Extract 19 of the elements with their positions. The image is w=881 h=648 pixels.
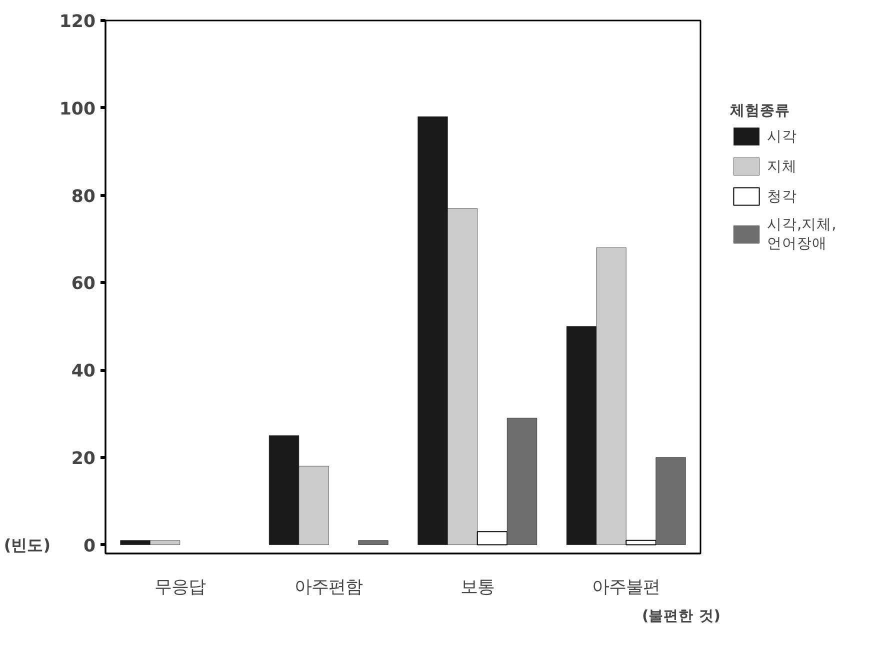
y-tick-label: 0 — [83, 536, 96, 556]
y-axis-title: (빈도) — [4, 535, 50, 554]
y-tick-label: 100 — [59, 99, 96, 120]
bar — [358, 540, 388, 545]
x-tick-label: 보통 — [460, 578, 494, 598]
y-tick-label: 80 — [71, 186, 96, 207]
x-axis-title: (불편한 것) — [642, 608, 720, 624]
legend-label: 지체 — [767, 156, 797, 176]
x-tick-label: 무응답 — [154, 578, 206, 598]
legend-label: 시각 — [767, 126, 797, 146]
y-tick-label: 20 — [71, 448, 96, 469]
y-tick-label: 60 — [71, 274, 96, 294]
legend-label: 시각,지체, 언어장애 — [767, 215, 836, 253]
x-tick-label: 아주불편 — [592, 578, 660, 598]
legend-title: 체험종류 — [730, 101, 791, 120]
legend-label: 청각 — [767, 186, 797, 206]
y-tick-label: 120 — [59, 12, 96, 32]
x-tick-label: 아주편함 — [294, 578, 363, 598]
y-tick-label: 40 — [71, 362, 96, 382]
